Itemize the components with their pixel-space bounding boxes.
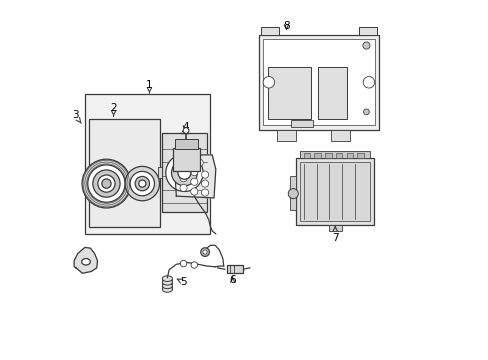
Circle shape (191, 262, 197, 268)
Bar (172, 148, 199, 171)
Bar (263, 39, 374, 126)
Circle shape (201, 189, 208, 196)
Bar (303, 153, 309, 158)
Bar (296, 158, 373, 225)
Circle shape (263, 77, 274, 88)
Circle shape (102, 179, 111, 188)
Circle shape (180, 184, 187, 192)
Bar (158, 167, 162, 178)
Bar (260, 27, 278, 35)
Circle shape (362, 42, 369, 49)
Text: 4: 4 (182, 122, 188, 132)
Bar (162, 279, 172, 289)
Bar (335, 153, 342, 158)
Circle shape (171, 160, 197, 186)
Ellipse shape (162, 279, 172, 285)
Circle shape (135, 176, 149, 191)
Circle shape (363, 109, 368, 115)
Polygon shape (174, 155, 215, 198)
Circle shape (93, 170, 120, 197)
Circle shape (178, 166, 190, 179)
Circle shape (187, 159, 194, 166)
Ellipse shape (81, 258, 90, 265)
Bar (276, 130, 296, 140)
Bar (88, 119, 160, 226)
Bar (207, 167, 211, 178)
Polygon shape (74, 247, 97, 273)
Circle shape (363, 77, 374, 88)
Bar (300, 151, 369, 158)
Circle shape (201, 171, 208, 178)
Circle shape (203, 250, 207, 254)
Text: 8: 8 (283, 21, 289, 31)
Text: 3: 3 (72, 111, 81, 123)
Circle shape (88, 165, 125, 202)
Circle shape (180, 166, 187, 173)
Bar (359, 27, 376, 35)
Circle shape (180, 175, 187, 182)
Text: 7: 7 (331, 227, 338, 243)
Ellipse shape (162, 276, 172, 282)
Bar (267, 67, 310, 119)
Bar (258, 35, 378, 130)
Ellipse shape (162, 287, 172, 292)
Circle shape (201, 248, 209, 256)
Bar (289, 176, 296, 211)
Bar (330, 130, 349, 140)
Circle shape (190, 168, 198, 176)
Text: 6: 6 (229, 275, 236, 285)
Text: 2: 2 (110, 103, 117, 116)
Circle shape (125, 166, 159, 201)
Circle shape (190, 188, 198, 195)
Circle shape (130, 171, 154, 196)
Bar (346, 153, 352, 158)
Circle shape (165, 154, 203, 192)
Bar (174, 139, 198, 149)
Circle shape (201, 180, 208, 187)
Circle shape (139, 180, 145, 187)
Circle shape (183, 128, 188, 134)
Bar (290, 120, 312, 127)
Bar (328, 225, 341, 231)
Bar (162, 134, 206, 212)
Circle shape (190, 178, 198, 185)
Bar (325, 153, 331, 158)
Bar (226, 265, 242, 273)
Circle shape (82, 159, 131, 208)
Bar (300, 162, 369, 221)
Circle shape (98, 175, 115, 192)
Bar (85, 94, 210, 234)
Circle shape (196, 159, 203, 166)
Ellipse shape (162, 283, 172, 289)
Text: 5: 5 (177, 277, 186, 287)
Circle shape (180, 260, 186, 267)
Circle shape (287, 189, 298, 199)
Bar (314, 153, 320, 158)
Bar (357, 153, 363, 158)
Bar (317, 67, 346, 119)
Text: 1: 1 (146, 80, 152, 93)
